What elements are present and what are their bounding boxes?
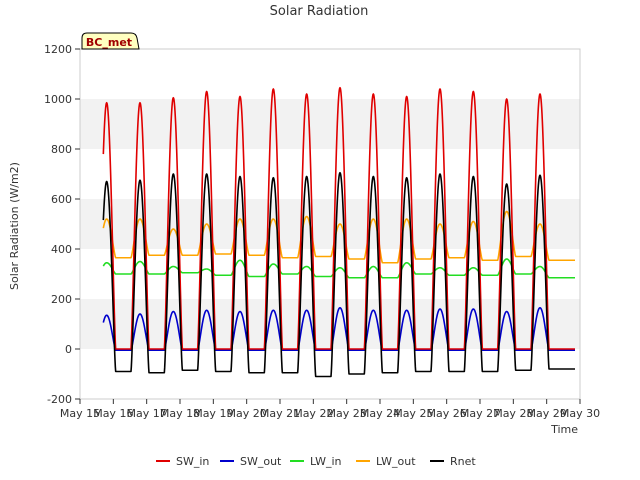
x-tick-label: May 22: [293, 407, 333, 420]
y-tick-label: 0: [65, 343, 72, 356]
legend-label: SW_out: [240, 455, 282, 468]
y-tick-label: -200: [47, 393, 72, 406]
plot-area: [79, 48, 581, 400]
x-tick-label: May 30: [560, 407, 600, 420]
x-axis-label: Time: [550, 423, 578, 436]
grid-band: [80, 199, 580, 249]
site-badge-label: BC_met: [86, 36, 132, 49]
legend: SW_in SW_out LW_in LW_out Rnet: [156, 455, 476, 468]
legend-label: LW_in: [310, 455, 342, 468]
x-tick-label: May 18: [160, 407, 200, 420]
x-tick-label: May 17: [127, 407, 167, 420]
site-badge-box: [81, 32, 140, 50]
x-tick-label: May 24: [360, 407, 400, 420]
y-tick-label: 600: [51, 193, 72, 206]
x-tick-label: May 23: [327, 407, 367, 420]
y-axis-label: Solar Radiation (W/m2): [8, 162, 21, 290]
chart-title: Solar Radiation: [270, 4, 369, 19]
x-tick-label: May 29: [527, 407, 567, 420]
x-tick-label: May 15: [60, 407, 100, 420]
site-badge: BC_met: [81, 32, 140, 50]
series-line-lw-out: [102, 210, 576, 264]
x-tick-label: May 16: [93, 407, 133, 420]
x-tick-label: May 25: [393, 407, 433, 420]
grid-band: [80, 99, 580, 149]
x-tick-label: May 27: [460, 407, 500, 420]
y-tick-label: 800: [51, 143, 72, 156]
y-axis: -200 0 200 400 600 800 1000 1200: [44, 43, 80, 406]
legend-label: LW_out: [376, 455, 416, 468]
x-tick-label: May 19: [193, 407, 233, 420]
legend-label: Rnet: [450, 455, 476, 468]
x-tick-label: May 21: [260, 407, 300, 420]
y-tick-label: 1200: [44, 43, 72, 56]
legend-label: SW_in: [176, 455, 209, 468]
y-tick-label: 200: [51, 293, 72, 306]
x-tick-label: May 26: [427, 407, 467, 420]
y-tick-label: 400: [51, 243, 72, 256]
grid-band: [80, 299, 580, 349]
series-line-sw-in: [102, 86, 576, 350]
series-line-lw-in: [102, 258, 576, 279]
series-line-rnet: [102, 171, 576, 378]
series-layer: [102, 86, 576, 378]
x-tick-label: May 28: [493, 407, 533, 420]
grid-bands: [80, 99, 580, 349]
x-tick-label: May 20: [227, 407, 267, 420]
y-tick-label: 1000: [44, 93, 72, 106]
